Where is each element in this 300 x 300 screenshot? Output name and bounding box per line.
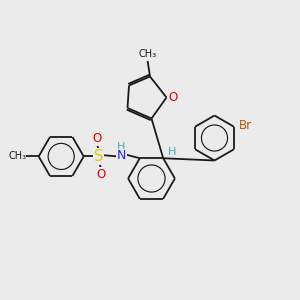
Text: CH₃: CH₃ — [139, 49, 157, 59]
Text: O: O — [97, 168, 106, 181]
Text: S: S — [94, 149, 104, 164]
Text: Br: Br — [238, 119, 252, 132]
Text: H: H — [167, 147, 176, 157]
Text: CH₃: CH₃ — [9, 152, 27, 161]
Text: H: H — [117, 142, 125, 152]
Text: N: N — [116, 149, 126, 162]
Text: O: O — [169, 91, 178, 104]
Text: O: O — [93, 132, 102, 145]
